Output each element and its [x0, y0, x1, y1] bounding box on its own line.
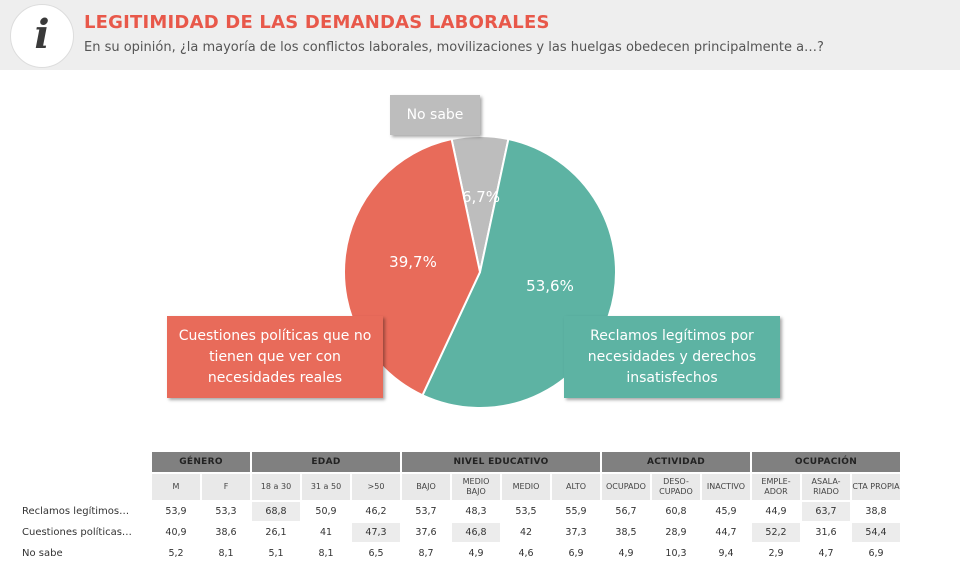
table-cell: 37,6: [415, 527, 437, 538]
callout-cuestiones-politicas: Cuestiones políticas que no tienen que v…: [167, 316, 383, 398]
header-bar: i LEGITIMIDAD DE LAS DEMANDAS LABORALES …: [0, 0, 960, 70]
table-group-header: ACTIVIDAD: [602, 452, 750, 472]
table-column-header: CTA PROPIA: [852, 474, 900, 500]
table-column-header: DESO-CUPADO: [652, 474, 700, 500]
table-cell: 63,7: [802, 502, 850, 521]
callout-no-sabe: No sabe: [390, 95, 480, 135]
table-cell: 53,3: [215, 506, 237, 517]
table-cell: 6,9: [868, 548, 884, 559]
table-cell: 2,9: [768, 548, 784, 559]
table-cell: 38,5: [615, 527, 637, 538]
table-row-label: Cuestiones políticas…: [22, 527, 132, 538]
table-column-header: EMPLE-ADOR: [752, 474, 800, 500]
table-column-header: ALTO: [552, 474, 600, 500]
table-column-header: 18 a 30: [252, 474, 300, 500]
table-cell: 55,9: [565, 506, 587, 517]
table-cell: 38,8: [865, 506, 887, 517]
table-column-header: MEDIO BAJO: [452, 474, 500, 500]
table-cell: 60,8: [665, 506, 687, 517]
breakdown-table: GÉNERO EDAD NIVEL EDUCATIVO ACTIVIDAD OCUPAC…: [20, 450, 902, 565]
table-cell: 8,1: [318, 548, 334, 559]
table-cell: 52,2: [752, 523, 800, 542]
table-cell: 44,9: [765, 506, 787, 517]
table-cell: 28,9: [665, 527, 687, 538]
pie-label-1: 39,7%: [389, 253, 437, 271]
table-cell: 4,9: [618, 548, 634, 559]
table-cell: 46,2: [365, 506, 387, 517]
table-group-header: EDAD: [252, 452, 400, 472]
table-cell: 46,8: [452, 523, 500, 542]
table-cell: 40,9: [165, 527, 187, 538]
table-cell: 50,9: [315, 506, 337, 517]
table-row-label: No sabe: [22, 548, 63, 559]
info-logo-icon: i: [10, 4, 74, 68]
table-cell: 4,6: [518, 548, 534, 559]
table-cell: 54,4: [852, 523, 900, 542]
table-row: Reclamos legítimos… 53,9 53,3 68,8 50,9 46,2 5…: [22, 502, 900, 521]
table-cell: 5,2: [168, 548, 184, 559]
table-cell: 53,7: [415, 506, 437, 517]
table-row-label: Reclamos legítimos…: [22, 506, 130, 517]
table-column-header: ASALA-RIADO: [802, 474, 850, 500]
table-cell: 45,9: [715, 506, 737, 517]
table-cell: 9,4: [718, 548, 734, 559]
table-cell: 38,6: [215, 527, 237, 538]
table-cell: 42: [519, 527, 533, 538]
table-row: Cuestiones políticas… 40,9 38,6 26,1 41 47,3 3…: [22, 523, 900, 542]
table-column-header: M: [152, 474, 200, 500]
callout-reclamos-legitimos: Reclamos legítimos por necesidades y der…: [564, 316, 780, 398]
table-column-header: OCUPADO: [602, 474, 650, 500]
table-cell: 48,3: [465, 506, 487, 517]
table-cell: 8,1: [218, 548, 234, 559]
table-group-header: NIVEL EDUCATIVO: [402, 452, 600, 472]
table-cell: 6,9: [568, 548, 584, 559]
table-cell: 5,1: [268, 548, 284, 559]
table-cell: 44,7: [715, 527, 737, 538]
table-cell: 37,3: [565, 527, 587, 538]
table-cell: 8,7: [418, 548, 434, 559]
table-cell: 53,5: [515, 506, 537, 517]
table-cell: 4,9: [468, 548, 484, 559]
page-title: LEGITIMIDAD DE LAS DEMANDAS LABORALES: [84, 12, 550, 33]
table-group-header: OCUPACIÓN: [752, 452, 900, 472]
pie-label-2: 6,7%: [462, 188, 500, 206]
table-cell: 56,7: [615, 506, 637, 517]
table-cell: 10,3: [665, 548, 687, 559]
table-column-header: INACTIVO: [702, 474, 750, 500]
table-cell: 6,5: [368, 548, 384, 559]
table-column-header: BAJO: [402, 474, 450, 500]
table-cell: 47,3: [352, 523, 400, 542]
pie-chart: 6,7% 53,6% 39,7%: [343, 135, 617, 409]
table-column-header: 31 a 50: [302, 474, 350, 500]
pie-label-0: 53,6%: [526, 277, 574, 295]
table-column-header: >50: [352, 474, 400, 500]
table-cell: 68,8: [252, 502, 300, 521]
table-group-header: GÉNERO: [152, 452, 250, 472]
table-cell: 41: [319, 527, 333, 538]
table-cell: 53,9: [165, 506, 187, 517]
table-column-header: MEDIO: [502, 474, 550, 500]
table-cell: 26,1: [265, 527, 287, 538]
table-cell: 4,7: [818, 548, 834, 559]
table-row: No sabe 5,2 8,1 5,1 8,1 6,5 8,7 4,9 4,6 6,9 4,9 10,…: [22, 544, 900, 563]
page-subtitle: En su opinión, ¿la mayoría de los confli…: [84, 40, 824, 55]
table-cell: 31,6: [815, 527, 837, 538]
table-column-header: F: [202, 474, 250, 500]
